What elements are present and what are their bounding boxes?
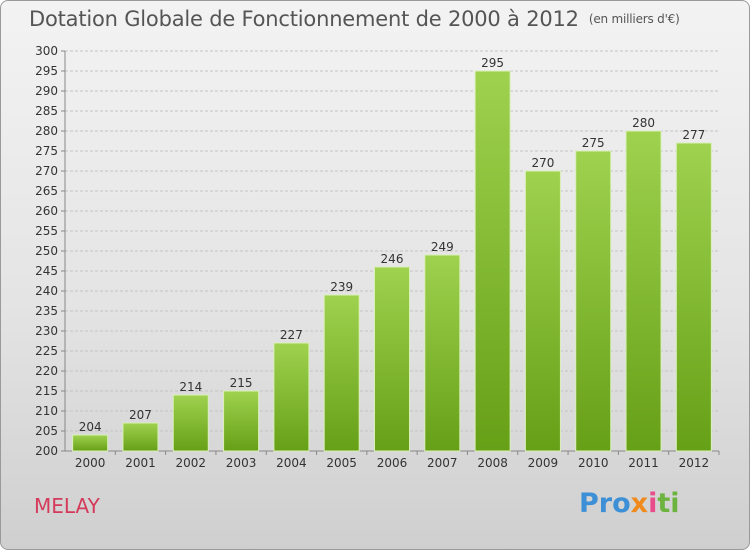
y-tick-label: 295	[35, 64, 58, 78]
y-tick-label: 275	[35, 144, 58, 158]
data-label-2009: 270	[531, 156, 554, 170]
y-tick-label: 225	[35, 344, 58, 358]
y-tick-label: 260	[35, 204, 58, 218]
y-tick-label: 285	[35, 104, 58, 118]
bar-2004	[273, 342, 310, 452]
bar-2009	[524, 170, 561, 452]
bar-2006	[374, 266, 410, 452]
data-label-2000: 204	[79, 420, 102, 434]
x-tick-label: 2002	[175, 456, 206, 470]
x-tick-label: 2001	[125, 456, 156, 470]
data-label-2011: 280	[632, 116, 655, 130]
bar-2003	[223, 390, 260, 452]
x-tick-label: 2006	[377, 456, 408, 470]
x-tick-label: 2004	[276, 456, 307, 470]
proxiti-logo: Proxiti	[579, 488, 680, 519]
y-tick-label: 245	[35, 264, 58, 278]
y-tick-label: 255	[35, 224, 58, 238]
data-label-2006: 246	[381, 252, 404, 266]
x-tick-label: 2011	[628, 456, 659, 470]
y-tick-label: 220	[35, 364, 58, 378]
bar-2010	[575, 150, 612, 452]
y-tick-label: 205	[35, 424, 58, 438]
bar-2005	[323, 294, 360, 452]
x-tick-label: 2003	[226, 456, 257, 470]
y-tick-label: 300	[35, 44, 58, 58]
x-tick-label: 2008	[477, 456, 508, 470]
bar-2011	[625, 130, 662, 452]
y-tick-label: 235	[35, 304, 58, 318]
x-tick-label: 2005	[326, 456, 357, 470]
chart-title-text: Dotation Globale de Fonctionnement de 20…	[29, 7, 579, 31]
chart-unit: (en milliers d'€)	[588, 12, 680, 26]
data-label-2002: 214	[179, 380, 202, 394]
bar-2008	[474, 70, 511, 452]
y-tick-label: 230	[35, 324, 58, 338]
axes: 200 205 210 215 220 225 230 235 240 245 250 255 260 2…	[35, 44, 720, 470]
x-tick-label: 2009	[528, 456, 559, 470]
bars	[72, 70, 712, 452]
x-tick-label: 2007	[427, 456, 458, 470]
y-tick-label: 250	[35, 244, 58, 258]
y-tick-label: 200	[35, 444, 58, 458]
data-labels: 204 207 214 215 227 239 246 249 295 270 275 280 277	[79, 56, 706, 434]
x-tick-label: 2000	[75, 456, 106, 470]
data-label-2001: 207	[129, 408, 152, 422]
x-tick-label: 2010	[578, 456, 609, 470]
y-tick-label: 280	[35, 124, 58, 138]
y-tick-label: 210	[35, 404, 58, 418]
data-label-2007: 249	[431, 240, 454, 254]
bar-2012	[675, 142, 712, 452]
y-tick-label: 240	[35, 284, 58, 298]
chart-title: Dotation Globale de Fonctionnement de 20…	[29, 7, 680, 31]
bar-2007	[424, 254, 461, 452]
y-tick-label: 215	[35, 384, 58, 398]
data-label-2008: 295	[481, 56, 504, 70]
x-tick-label: 2012	[679, 456, 710, 470]
data-label-2012: 277	[682, 128, 705, 142]
y-tick-label: 270	[35, 164, 58, 178]
data-label-2004: 227	[280, 328, 303, 342]
bar-2002	[172, 394, 209, 452]
bar-2000	[72, 434, 109, 452]
y-tick-label: 290	[35, 84, 58, 98]
data-label-2003: 215	[230, 376, 253, 390]
bar-2001	[122, 422, 159, 452]
y-tick-label: 265	[35, 184, 58, 198]
data-label-2010: 275	[582, 136, 605, 150]
data-label-2005: 239	[330, 280, 353, 294]
commune-name: MELAY	[34, 494, 100, 518]
